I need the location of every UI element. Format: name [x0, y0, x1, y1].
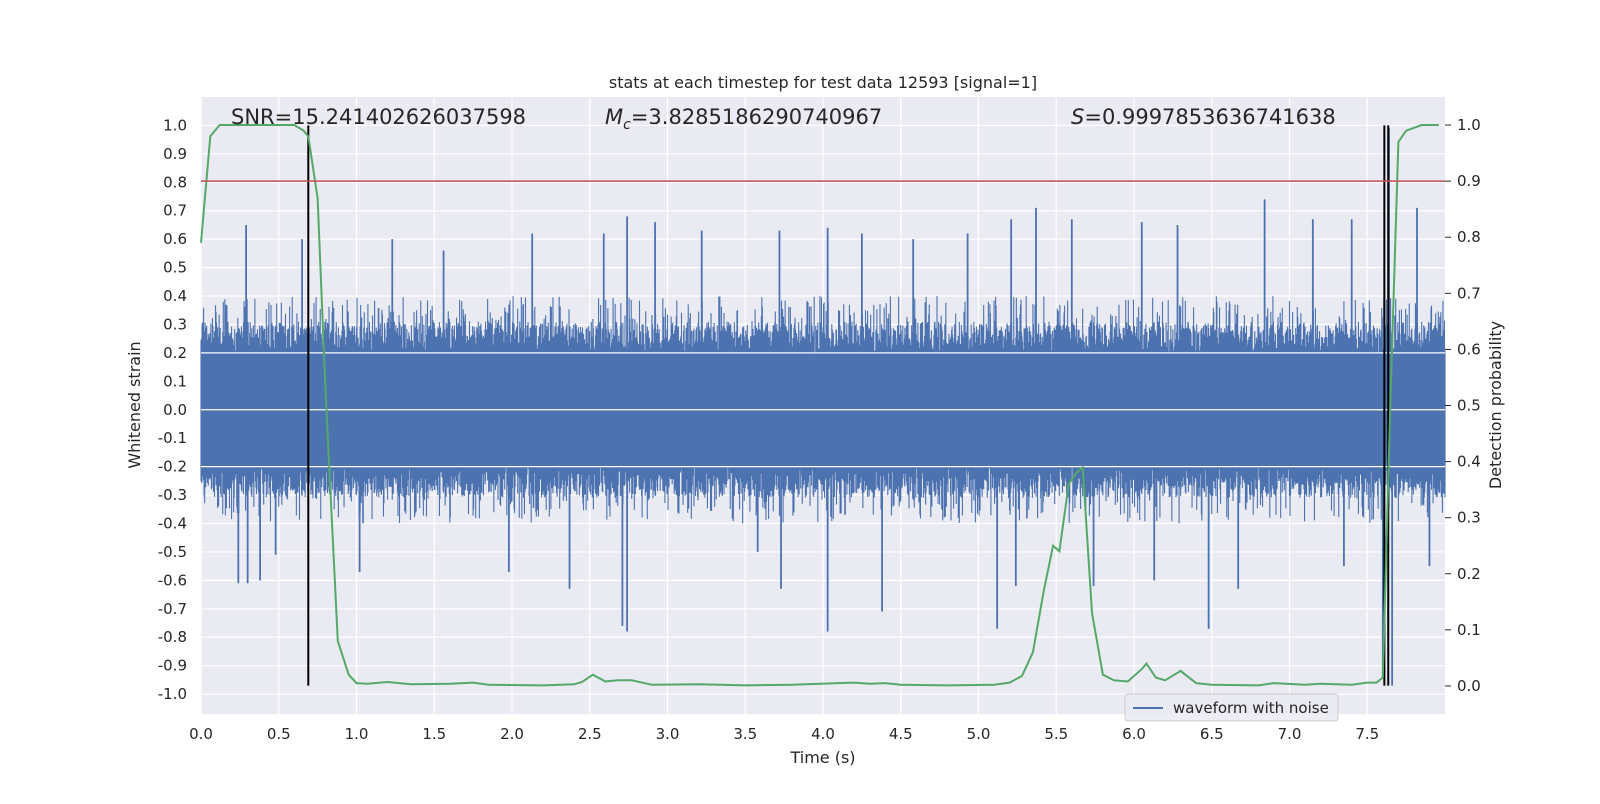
x-tick-label: 1.0 [345, 725, 369, 743]
y-right-tick-label: 0.7 [1457, 284, 1481, 302]
x-tick-label: 1.5 [422, 725, 446, 743]
x-tick-label: 6.0 [1122, 725, 1146, 743]
x-tick-label: 5.5 [1044, 725, 1068, 743]
y-left-tick-label: 0.8 [163, 173, 187, 191]
y-left-tick-label: 0.4 [163, 287, 187, 305]
y-left-tick-label: -0.9 [158, 657, 187, 675]
x-tick-label: 4.5 [889, 725, 913, 743]
y-left-tick-label: 0.9 [163, 145, 187, 163]
x-tick-label: 0.5 [267, 725, 291, 743]
y-left-tick-label: -0.1 [158, 429, 187, 447]
chart-title: stats at each timestep for test data 125… [609, 73, 1037, 92]
x-tick-label: 7.0 [1278, 725, 1302, 743]
chirp-mass-annotation: Mc=3.8285186290740967 [605, 105, 882, 133]
y-right-tick-label: 0.2 [1457, 565, 1481, 583]
y-left-tick-label: 0.7 [163, 202, 187, 220]
x-tick-label: 3.0 [656, 725, 680, 743]
x-tick-label: 5.0 [967, 725, 991, 743]
y-left-tick-label: 1.0 [163, 116, 187, 134]
y-left-tick-label: -0.5 [158, 543, 187, 561]
y-left-tick-label: 0.1 [163, 372, 187, 390]
x-tick-label: 2.5 [578, 725, 602, 743]
y-left-tick-label: 0.6 [163, 230, 187, 248]
y-left-tick-labels: 1.0 0.9 0.8 0.7 0.6 0.5 0.4 0.3 0.2 0.1 0.0 -0.1 -0.… [158, 116, 187, 703]
s-score-annotation: S=0.9997853636741638 [1071, 105, 1336, 129]
x-tick-label: 6.5 [1200, 725, 1224, 743]
legend-box [1124, 693, 1339, 722]
y-left-tick-label: 0.3 [163, 315, 187, 333]
y-axis-label-right: Detection probability [1486, 321, 1505, 489]
y-left-tick-label: -0.6 [158, 571, 187, 589]
x-tick-label: 0.0 [189, 725, 213, 743]
y-left-tick-label: -0.3 [158, 486, 187, 504]
y-left-tick-label: -0.7 [158, 600, 187, 618]
x-tick-label: 3.5 [733, 725, 757, 743]
y-right-tick-label: 1.0 [1457, 116, 1481, 134]
y-left-tick-label: -0.2 [158, 458, 187, 476]
legend-label-waveform: waveform with noise [1173, 699, 1329, 717]
y-right-tick-label: 0.5 [1457, 397, 1481, 415]
x-tick-label: 7.5 [1355, 725, 1379, 743]
y-left-tick-label: 0.0 [163, 401, 187, 419]
y-right-tick-labels: 1.0 0.9 0.8 0.7 0.6 0.5 0.4 0.3 0.2 0.1 0.0 [1445, 116, 1481, 695]
series-waveform-with-noise [200, 128, 1446, 686]
y-axis-label-left: Whitened strain [125, 341, 144, 468]
y-right-tick-label: 0.9 [1457, 172, 1481, 190]
y-left-tick-label: -0.8 [158, 628, 187, 646]
y-left-tick-label: -1.0 [158, 685, 187, 703]
y-right-tick-label: 0.4 [1457, 453, 1481, 471]
series-detection-probability [200, 124, 1439, 687]
snr-annotation: SNR=15.241402626037598 [231, 105, 526, 129]
y-right-tick-label: 0.1 [1457, 621, 1481, 639]
x-axis-label: Time (s) [789, 748, 855, 767]
y-left-tick-label: 0.5 [163, 259, 187, 277]
y-right-tick-label: 0.0 [1457, 677, 1481, 695]
x-tick-label: 4.0 [811, 725, 835, 743]
legend: waveform with noise [1124, 693, 1339, 722]
detection-probability-line [200, 124, 1439, 687]
y-left-tick-label: 0.2 [163, 344, 187, 362]
x-tick-labels: 0.0 0.5 1.0 1.5 2.0 2.5 3.0 3.5 4.0 4.5 5.0 5.5 6.0 6… [189, 725, 1379, 743]
y-left-tick-label: -0.4 [158, 514, 187, 532]
y-right-tick-label: 0.8 [1457, 228, 1481, 246]
y-right-tick-label: 0.6 [1457, 340, 1481, 358]
x-tick-label: 2.0 [500, 725, 524, 743]
y-right-tick-label: 0.3 [1457, 509, 1481, 527]
